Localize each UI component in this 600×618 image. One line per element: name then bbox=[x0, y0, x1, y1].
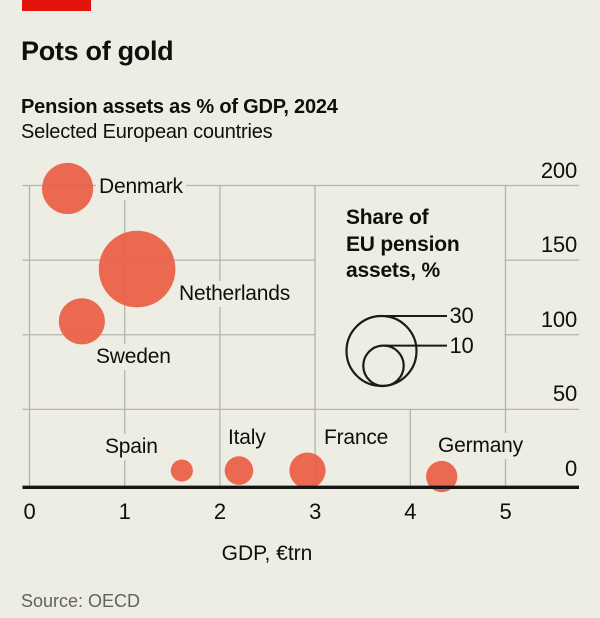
size-legend-value-10: 10 bbox=[449, 332, 474, 358]
bubble-sweden bbox=[58, 298, 105, 345]
y-tick-label-200: 200 bbox=[540, 157, 577, 183]
y-tick-label-150: 150 bbox=[540, 232, 577, 258]
chart-subtitle: Selected European countries bbox=[21, 121, 273, 143]
size-legend-value-30: 30 bbox=[449, 303, 474, 328]
size-legend-title-line1: Share of bbox=[346, 206, 429, 229]
x-tick-label-1: 1 bbox=[118, 499, 131, 524]
source-note: Source: OECD bbox=[21, 591, 141, 611]
x-tick-label-5: 5 bbox=[499, 499, 512, 524]
x-tick-label-3: 3 bbox=[309, 499, 322, 524]
bubble-france bbox=[289, 452, 326, 489]
y-tick-label-0: 0 bbox=[564, 456, 577, 481]
bubble-spain bbox=[170, 459, 193, 482]
x-tick-label-0: 0 bbox=[23, 499, 36, 524]
country-label-spain: Spain bbox=[102, 434, 161, 460]
size-legend-title-line3: assets, % bbox=[346, 259, 440, 282]
x-tick-label-2: 2 bbox=[213, 499, 226, 524]
bubble-netherlands bbox=[98, 230, 176, 308]
x-axis-title: GDP, €trn bbox=[221, 542, 313, 565]
y-tick-label-100: 100 bbox=[540, 306, 577, 332]
bubble-germany bbox=[426, 460, 458, 493]
bubble-italy bbox=[224, 456, 254, 485]
country-label-france: France bbox=[321, 425, 392, 451]
chart-subtitle-bold: Pension assets as % of GDP, 2024 bbox=[21, 96, 338, 118]
country-label-sweden: Sweden bbox=[93, 344, 174, 370]
country-label-netherlands: Netherlands bbox=[176, 281, 294, 307]
brand-red-tab bbox=[22, 0, 91, 11]
page-title: Pots of gold bbox=[21, 36, 174, 66]
bubble-denmark bbox=[42, 162, 94, 215]
size-legend-title-line2: EU pension bbox=[346, 233, 460, 256]
y-tick-label-50: 50 bbox=[552, 381, 577, 407]
country-label-italy: Italy bbox=[225, 425, 269, 451]
x-tick-label-4: 4 bbox=[404, 499, 417, 524]
country-label-denmark: Denmark bbox=[96, 174, 186, 200]
country-label-germany: Germany bbox=[435, 433, 526, 459]
